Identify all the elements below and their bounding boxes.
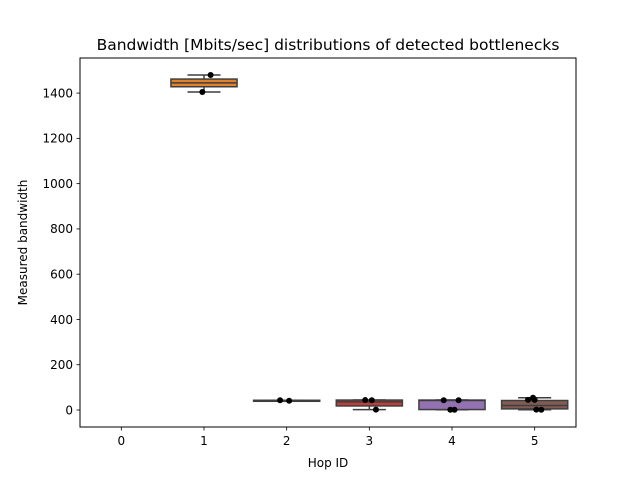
data-point (533, 406, 540, 413)
y-tick-label: 0 (65, 403, 73, 417)
data-point (455, 397, 462, 404)
data-point (538, 406, 545, 413)
y-tick-label: 200 (50, 358, 73, 372)
data-point (362, 397, 369, 404)
chart-title: Bandwidth [Mbits/sec] distributions of d… (97, 36, 560, 54)
plot-frame (79, 57, 577, 428)
data-point (286, 397, 293, 404)
data-point (447, 406, 454, 413)
y-tick-label: 1000 (42, 177, 73, 191)
y-axis: 0 200 400 600 800 1000 1200 1400 (42, 86, 80, 417)
data-point (451, 406, 458, 413)
data-point (531, 396, 538, 403)
y-axis-label: Measured bandwidth (16, 180, 30, 306)
data-point (525, 396, 532, 403)
data-point (368, 397, 375, 404)
y-tick-label: 600 (50, 267, 73, 281)
box-hop-1 (170, 74, 238, 93)
plot-area (170, 71, 569, 413)
x-tick-label: 0 (118, 434, 126, 448)
data-point (199, 88, 206, 95)
x-tick-label: 1 (200, 434, 208, 448)
y-tick-label: 1400 (42, 86, 73, 100)
data-point (440, 397, 447, 404)
x-tick-label: 4 (448, 434, 456, 448)
x-tick-label: 5 (531, 434, 539, 448)
data-point (372, 406, 379, 413)
x-axis: 0 1 2 3 4 5 (118, 427, 539, 448)
data-point (277, 397, 284, 404)
data-point (207, 71, 214, 78)
y-tick-label: 800 (50, 222, 73, 236)
y-tick-label: 1200 (42, 132, 73, 146)
x-axis-label: Hop ID (308, 456, 349, 470)
y-tick-label: 400 (50, 313, 73, 327)
x-tick-label: 2 (283, 434, 291, 448)
x-tick-label: 3 (366, 434, 374, 448)
